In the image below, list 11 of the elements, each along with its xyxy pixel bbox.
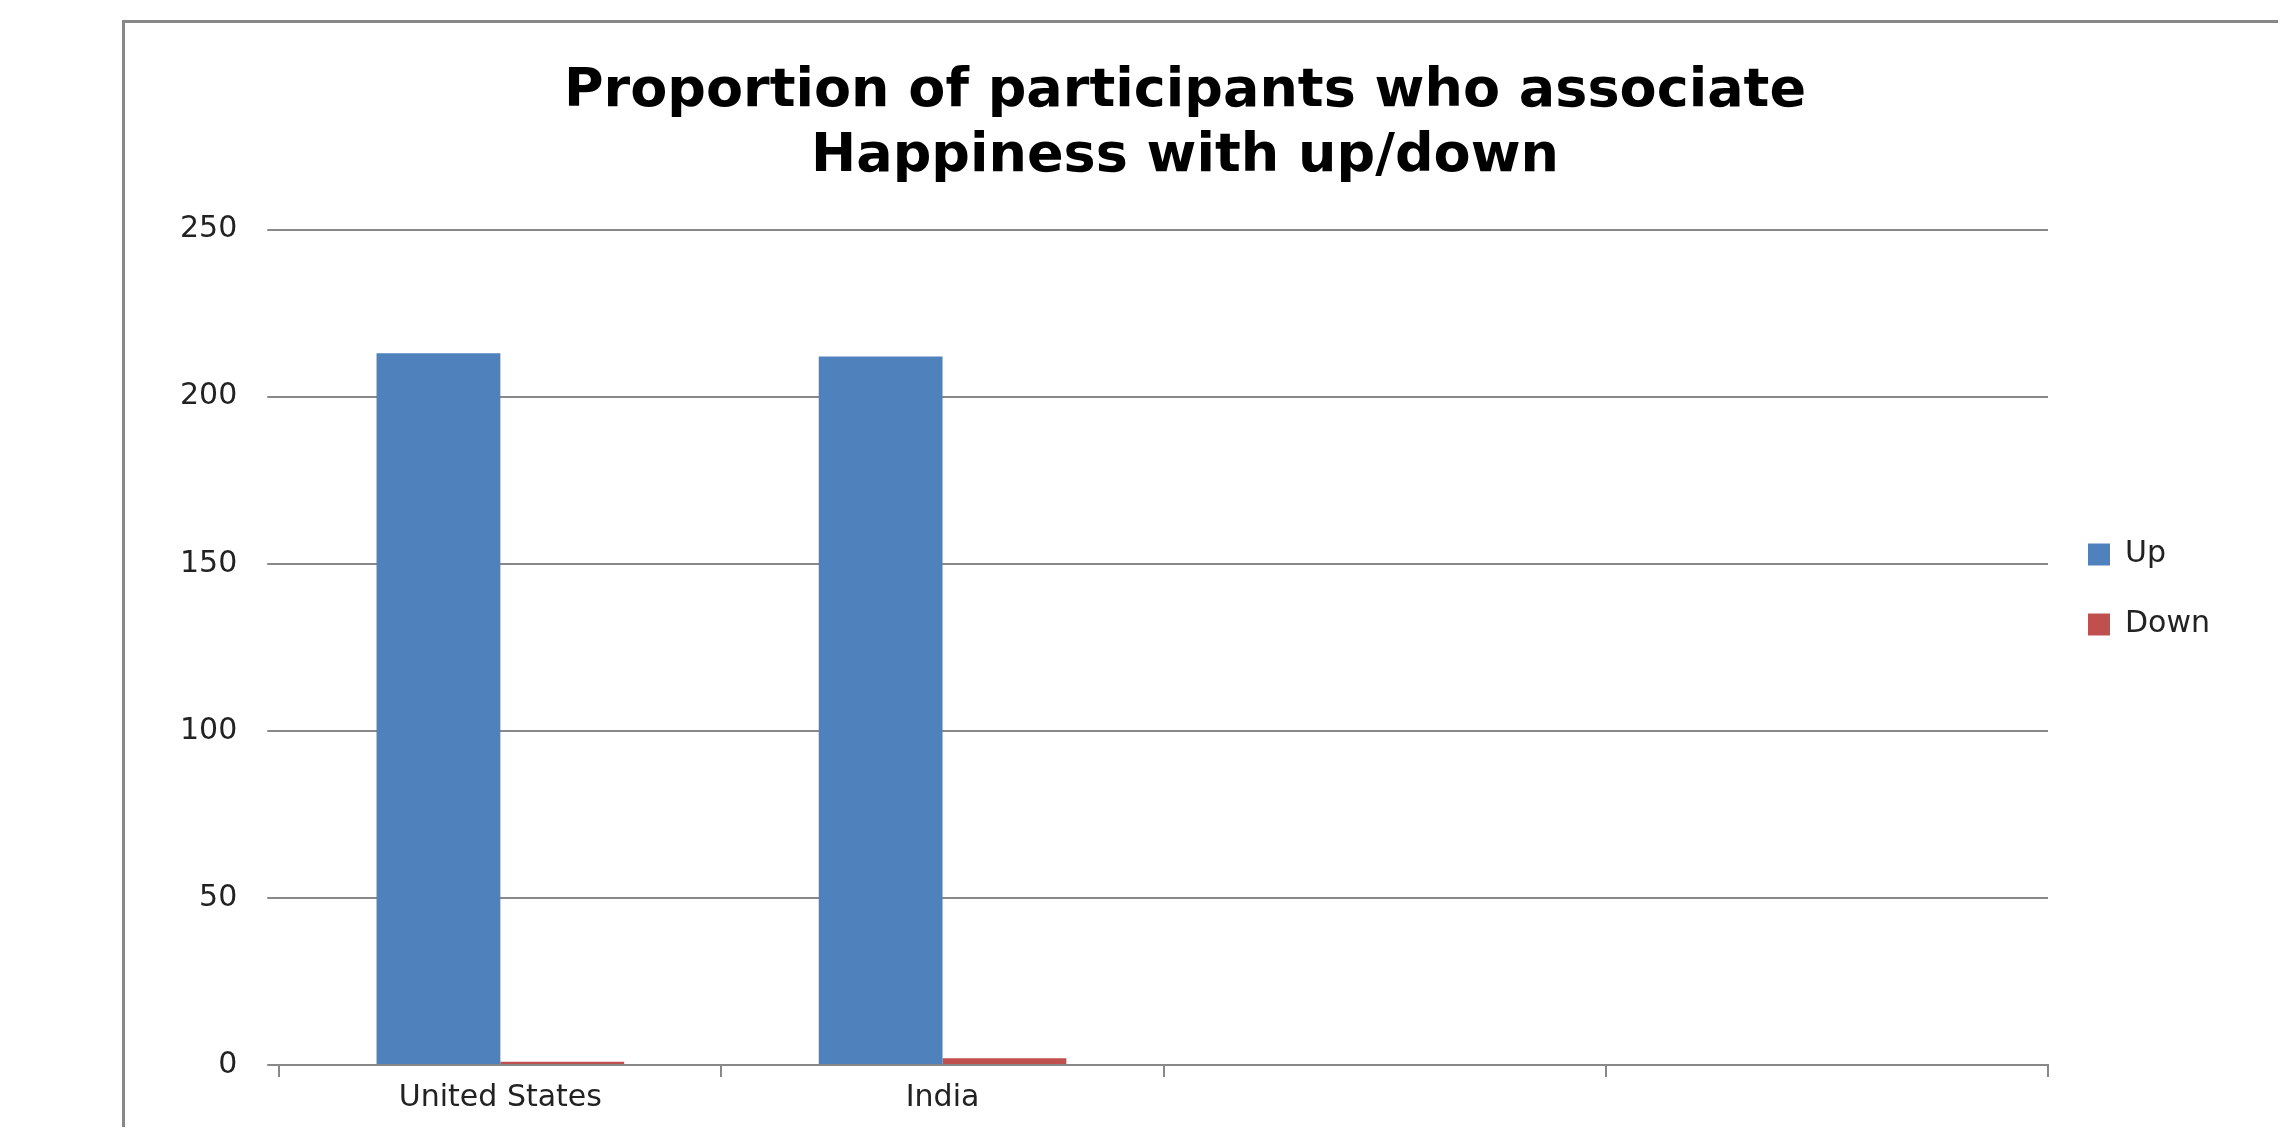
chart-title: Proportion of participants who associate Happiness with up/down bbox=[563, 56, 1807, 185]
x-tick-label: United States bbox=[398, 1077, 602, 1113]
legend-label: Up bbox=[2125, 534, 2167, 570]
y-tick-label: 100 bbox=[180, 710, 238, 746]
y-tick-label: 250 bbox=[180, 209, 238, 245]
y-tick-label: 50 bbox=[199, 877, 238, 913]
x-tick-label: India bbox=[905, 1077, 980, 1113]
legend-label: Down bbox=[2125, 604, 2211, 640]
y-tick-label: 200 bbox=[180, 376, 238, 412]
y-tick-label: 0 bbox=[218, 1044, 238, 1080]
y-tick-label: 150 bbox=[180, 543, 238, 579]
